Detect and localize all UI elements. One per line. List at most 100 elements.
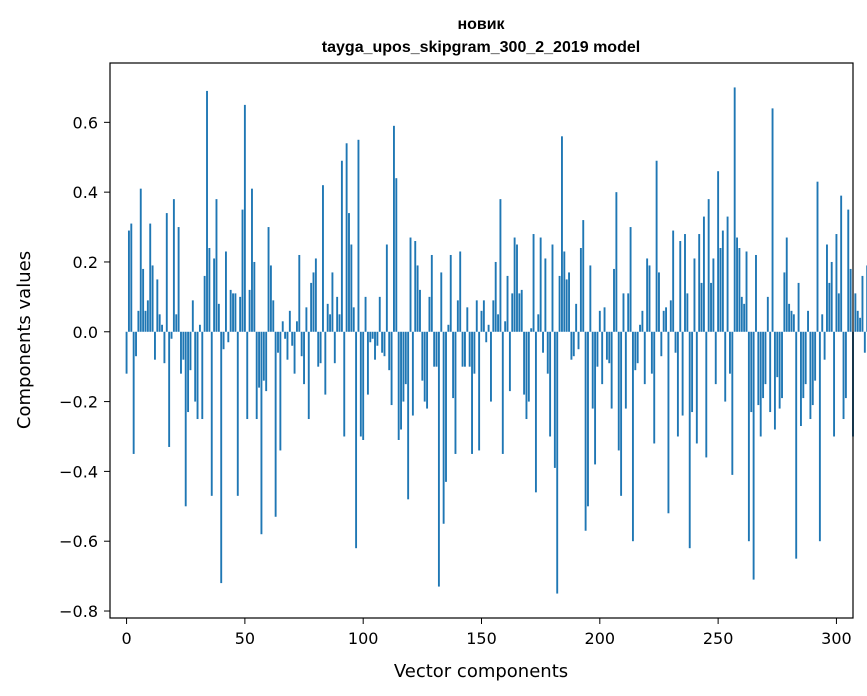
bar [135,331,137,357]
bar [591,331,594,409]
bar [217,303,220,332]
bar [456,300,459,332]
bar [655,160,658,332]
bar [229,289,232,332]
bar [516,244,518,332]
bar [568,272,570,332]
bar [608,331,611,364]
bar [463,331,466,367]
bar [165,213,168,332]
bar [563,251,566,332]
bar [213,258,216,332]
x-tick-label: 200 [585,629,616,648]
bar [348,213,350,332]
bar [863,331,866,353]
bar [225,251,227,332]
bar [203,275,206,332]
bar [206,90,208,332]
bar [615,192,618,332]
x-tick-label: 0 [121,629,131,648]
bar [764,331,767,385]
x-axis-ticks: 0 50 100 150 200 250 300 [121,618,852,648]
bar [750,331,753,413]
bar [553,331,556,468]
bar [478,331,481,451]
bar [624,331,627,409]
y-tick-label: 0.4 [73,183,98,202]
bar [151,265,154,332]
bar [227,331,230,343]
bar [617,331,620,451]
bar [366,331,369,395]
bar [395,178,398,332]
bar [175,314,178,332]
bar [260,331,263,535]
bar [518,293,521,332]
bar [492,300,495,332]
bar [189,331,192,371]
bar [702,216,705,332]
bar [307,331,310,420]
bar [700,282,703,332]
bar [288,310,291,332]
bar [239,296,242,332]
bar [660,331,663,357]
y-tick-label: −0.8 [59,602,98,621]
bar [466,307,469,332]
bar [305,307,308,332]
bar [740,296,743,332]
bar [800,331,802,427]
plot-frame [109,62,854,619]
bar [743,303,746,332]
bar [411,331,414,416]
bar [532,234,535,332]
bar [579,248,582,332]
bar [814,331,817,381]
bar [539,237,542,332]
bar [719,248,722,332]
bar [610,331,613,409]
bar [506,275,509,332]
y-axis-ticks: −0.8 −0.6 −0.4 −0.2 0.0 0.2 0.4 0.6 [59,113,110,621]
bar [508,331,511,392]
bar [544,258,547,332]
bar [161,324,163,332]
bar [769,331,772,413]
bar [669,300,672,332]
bar [234,293,237,332]
bar [766,296,769,332]
y-tick-label: −0.6 [59,532,98,551]
bar [527,331,530,402]
bar [577,331,580,350]
bar [738,248,741,332]
bar [710,282,712,332]
bar [582,220,585,332]
bar [747,331,750,542]
x-axis-label: Vector components [394,661,568,682]
bar [636,331,639,364]
bar [823,331,826,360]
bar [170,331,173,339]
bar [322,185,324,332]
bar [293,331,296,374]
bar [494,261,497,332]
bar [378,296,381,332]
bar [338,314,341,332]
bar [797,282,800,332]
bar [842,331,845,420]
bar [291,331,294,346]
bar [146,300,149,332]
bar [433,331,436,367]
bar [340,160,343,332]
bar [603,307,606,332]
x-tick-label: 100 [348,629,379,648]
bar [130,223,133,332]
bar [840,195,843,332]
bar [198,324,201,332]
bar [818,331,821,542]
bar [859,317,862,332]
bar [854,293,857,332]
bar [269,265,272,332]
